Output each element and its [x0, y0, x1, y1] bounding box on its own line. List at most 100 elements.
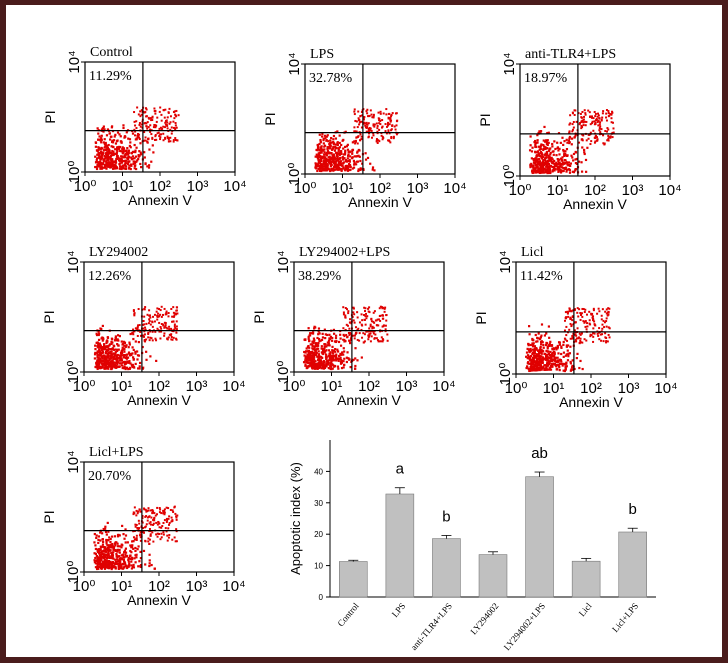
dot	[174, 122, 177, 125]
dot	[116, 533, 120, 537]
dot	[376, 127, 379, 130]
dot	[545, 150, 549, 154]
dot	[589, 143, 592, 146]
dot	[171, 538, 174, 541]
dot	[535, 141, 538, 145]
dot	[548, 156, 551, 159]
dot	[130, 158, 133, 161]
dot	[547, 350, 550, 353]
dot	[384, 123, 387, 126]
dot	[145, 338, 148, 341]
dot	[100, 155, 103, 158]
dot	[547, 368, 550, 371]
dot	[125, 165, 128, 168]
dot	[537, 153, 540, 156]
dot	[166, 116, 169, 119]
dot	[357, 327, 360, 330]
dot	[570, 137, 574, 140]
x-tick-label: Control	[335, 600, 361, 628]
dot	[383, 307, 386, 310]
dot	[120, 359, 124, 362]
dot	[168, 522, 171, 525]
dot	[388, 132, 391, 135]
dot	[156, 318, 159, 321]
dot	[176, 139, 179, 142]
dot	[113, 348, 116, 351]
dot	[344, 169, 347, 172]
dot	[317, 159, 320, 162]
dot	[539, 366, 542, 369]
dot	[596, 332, 599, 335]
plot-title: anti-TLR4+LPS	[525, 47, 616, 62]
x-axis-label: Annexin V	[348, 194, 412, 210]
dot	[544, 140, 547, 143]
dot	[558, 369, 561, 372]
dot	[605, 119, 608, 122]
dot	[547, 162, 551, 165]
dot	[140, 153, 143, 156]
dot	[127, 367, 130, 371]
dot	[384, 306, 387, 309]
dot	[157, 315, 160, 318]
dot	[550, 364, 553, 368]
dot	[315, 351, 318, 355]
dot	[94, 562, 98, 565]
dot	[605, 109, 608, 112]
dot	[326, 159, 329, 162]
dot	[153, 512, 156, 515]
dot	[160, 327, 163, 330]
dot	[592, 335, 595, 338]
dot	[539, 337, 542, 340]
dot	[99, 553, 103, 557]
dot	[354, 326, 357, 329]
dot	[549, 368, 553, 371]
dot	[575, 337, 578, 340]
dot	[101, 532, 104, 535]
x-tick-label: 10¹	[332, 180, 354, 197]
dot	[139, 550, 142, 554]
dot	[346, 308, 349, 311]
dot	[159, 138, 162, 141]
dot	[539, 349, 542, 352]
dot	[162, 139, 165, 142]
dot	[390, 115, 393, 118]
dot	[102, 166, 105, 169]
dot	[116, 349, 119, 353]
dot	[384, 328, 387, 331]
dot	[375, 324, 378, 327]
dot	[585, 313, 588, 316]
dot	[148, 309, 151, 312]
dot	[546, 355, 549, 358]
dot	[152, 522, 155, 525]
dot	[97, 132, 100, 135]
dot	[360, 126, 363, 129]
dot	[116, 550, 119, 553]
dot	[564, 154, 567, 157]
dot	[598, 129, 601, 132]
dot	[574, 169, 577, 172]
dot	[130, 164, 133, 167]
dot	[101, 363, 104, 366]
dot	[117, 566, 120, 569]
dot	[327, 140, 330, 143]
dot	[564, 167, 567, 171]
dot	[537, 360, 540, 363]
dot	[148, 522, 151, 525]
dot	[367, 336, 370, 339]
dot	[148, 562, 151, 565]
dot	[158, 532, 161, 535]
dot	[540, 368, 543, 371]
dot	[147, 537, 150, 540]
dot	[547, 325, 551, 328]
dot	[109, 135, 113, 138]
dot	[172, 120, 175, 123]
dot	[335, 164, 339, 167]
dot	[579, 312, 582, 315]
dot	[543, 145, 546, 148]
dot	[579, 339, 582, 342]
dot	[131, 356, 135, 359]
dot	[539, 347, 542, 350]
dot	[368, 333, 371, 336]
dot	[160, 119, 163, 122]
dot	[126, 356, 130, 359]
